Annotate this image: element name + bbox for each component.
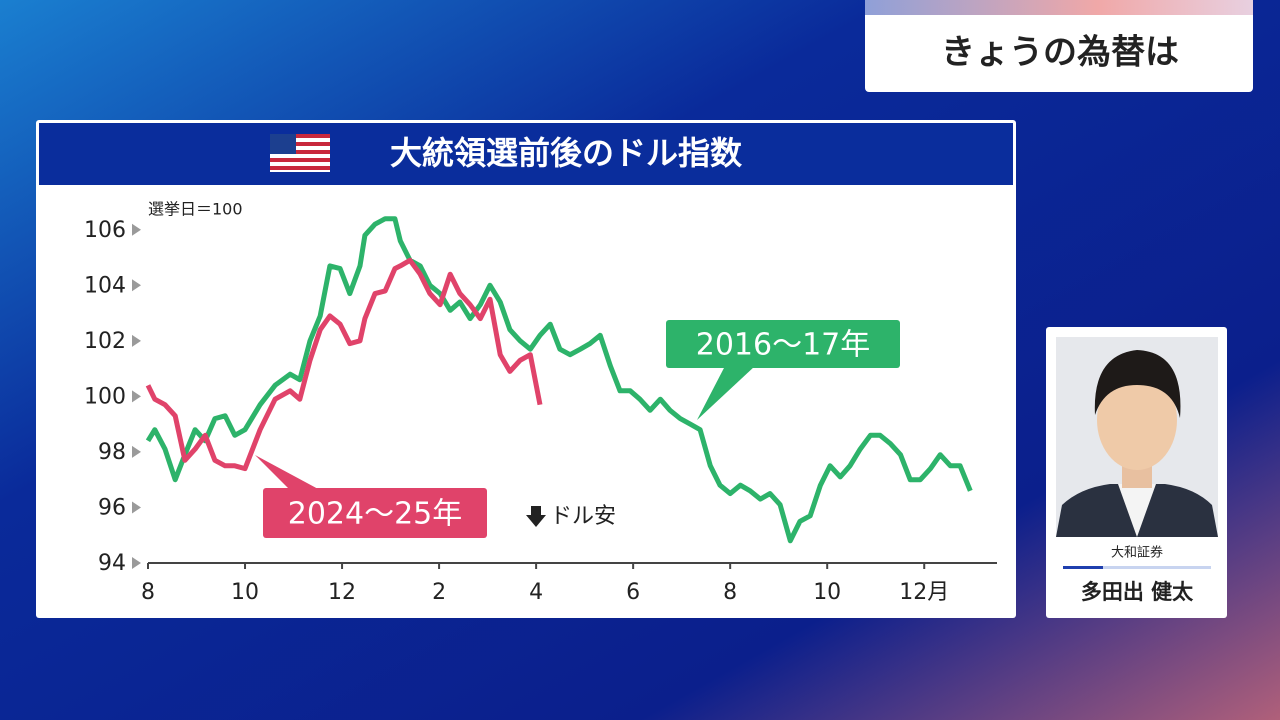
y-tick-mark: [132, 557, 141, 569]
x-tick-label: 4: [529, 580, 543, 605]
x-tick-label: 10: [813, 580, 841, 605]
y-tick-label: 104: [84, 273, 126, 298]
y-axis-label: 選挙日＝100: [148, 200, 243, 219]
chart-title: 大統領選前後のドル指数: [390, 134, 743, 172]
header-box: [865, 0, 1253, 92]
chart-panel: [36, 120, 1016, 618]
plot: 94 96 98 100 102 104 106 8 10 12 2 4 6 8 10 12月 2024〜25年…: [84, 216, 997, 605]
x-tick-label: 10: [231, 580, 259, 605]
y-tick-label: 96: [98, 495, 126, 520]
chart-title-bar: [39, 123, 1013, 185]
y-tick-label: 106: [84, 218, 126, 243]
callout-pointer: [697, 366, 755, 420]
x-tick-label: 2: [432, 580, 446, 605]
y-tick-mark: [132, 501, 141, 514]
guest-company: 大和証券: [1111, 545, 1163, 561]
callout-box: [666, 320, 900, 368]
y-tick-mark: [132, 223, 141, 236]
guest-divider: [1063, 566, 1211, 569]
guest-name: 多田出 健太: [1081, 580, 1194, 604]
y-tick-label: 102: [84, 329, 126, 354]
x-tick-label: 8: [141, 580, 155, 605]
y-tick-label: 94: [98, 551, 126, 576]
callout-pointer: [255, 455, 320, 490]
x-tick-label: 12月: [899, 580, 949, 605]
x-tick-label: 12: [328, 580, 356, 605]
y-tick-mark: [132, 279, 141, 292]
x-tick-label: 8: [723, 580, 737, 605]
flag-icon: [270, 134, 330, 172]
annotation: ドル安: [550, 504, 616, 529]
y-tick-mark: [132, 445, 141, 458]
down-arrow: [526, 506, 546, 527]
y-tick-label: 98: [98, 440, 126, 465]
header-strip: [865, 0, 1253, 15]
series-line: [145, 257, 543, 472]
x-tick-label: 6: [626, 580, 640, 605]
guest-divider-accent: [1063, 566, 1103, 569]
series-line: [145, 216, 973, 544]
series-name: 2024〜25年: [288, 497, 463, 532]
series-name: 2016〜17年: [696, 328, 871, 363]
y-tick-label: 100: [84, 384, 126, 409]
guest-photo: [1056, 337, 1218, 537]
header-title: きょうの為替は: [941, 33, 1179, 73]
y-tick-mark: [132, 390, 141, 403]
callout-box: [263, 488, 487, 538]
y-tick-mark: [132, 334, 141, 347]
